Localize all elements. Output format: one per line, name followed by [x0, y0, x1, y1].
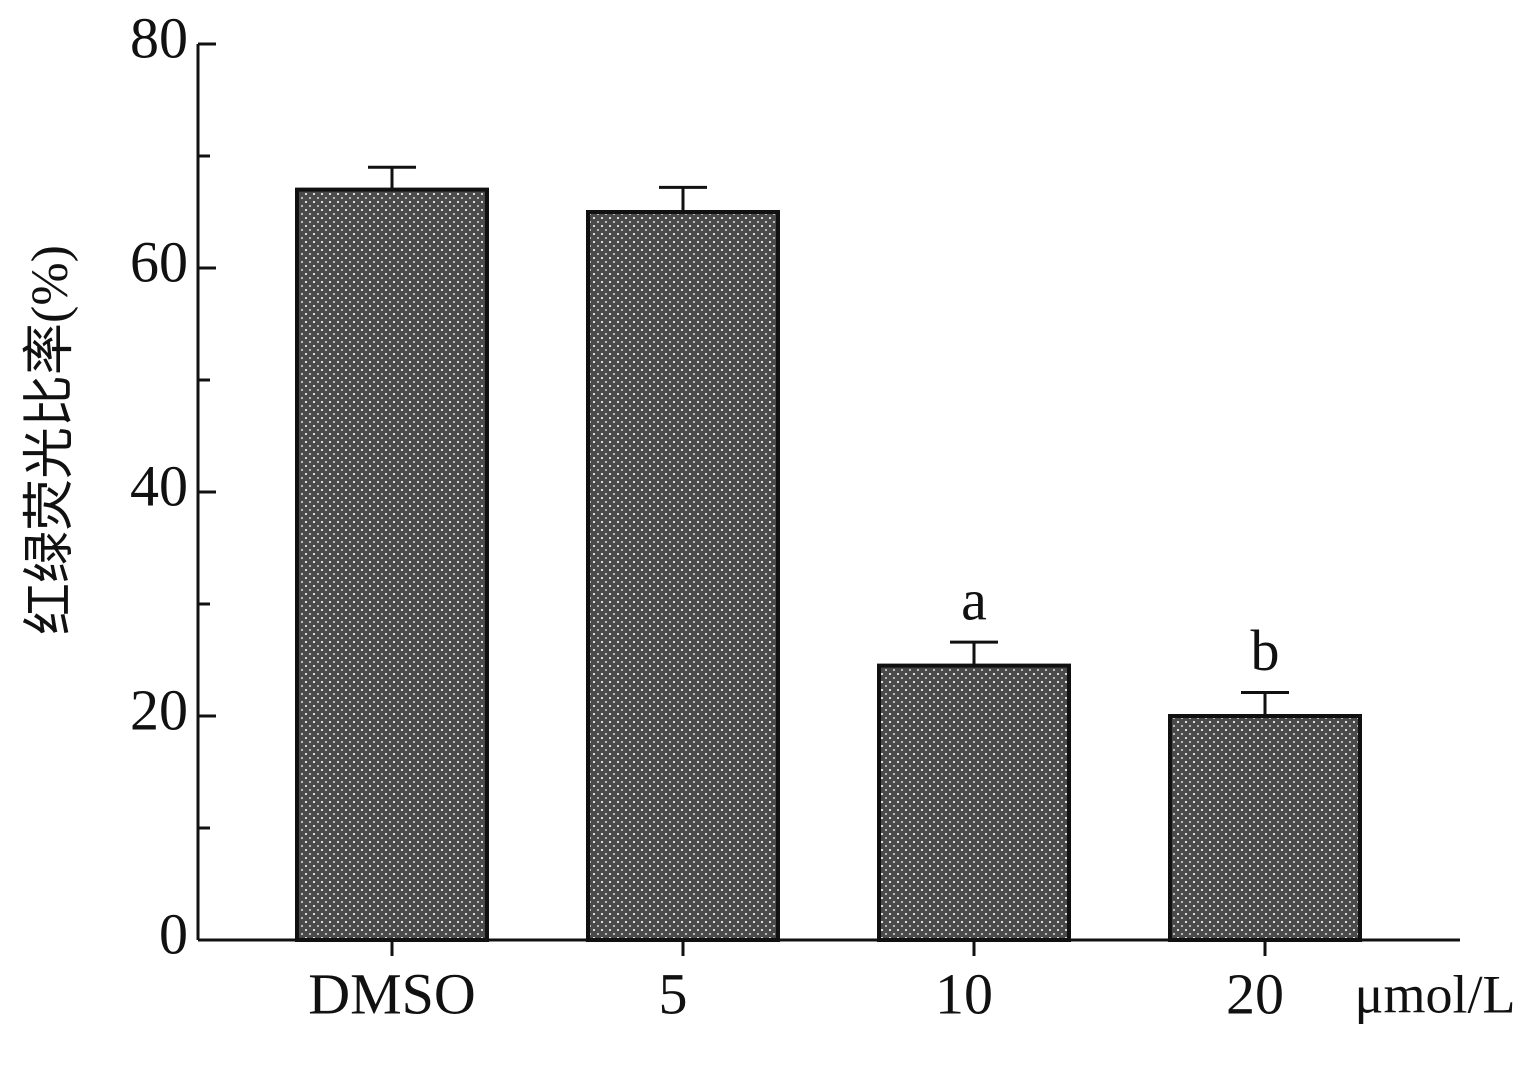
y-axis-label: 红绿荧光比率(%) [22, 245, 79, 635]
x-tick-label: 5 [659, 961, 688, 1026]
x-tick-label: 20 [1226, 961, 1284, 1026]
annotation: a [961, 567, 987, 632]
annotation: b [1251, 618, 1280, 683]
x-unit-label: μmol/L [1355, 964, 1516, 1024]
bar [877, 663, 1071, 942]
bar [586, 210, 780, 942]
y-tick-label: 40 [130, 453, 188, 518]
x-tick-label: DMSO [308, 961, 476, 1026]
bar [1168, 714, 1362, 942]
y-tick-label: 80 [130, 5, 188, 70]
y-tick-label: 60 [130, 229, 188, 294]
y-tick-label: 0 [159, 901, 188, 966]
x-tick-label: 10 [935, 961, 993, 1026]
y-tick-label: 20 [130, 677, 188, 742]
bar [295, 187, 489, 943]
